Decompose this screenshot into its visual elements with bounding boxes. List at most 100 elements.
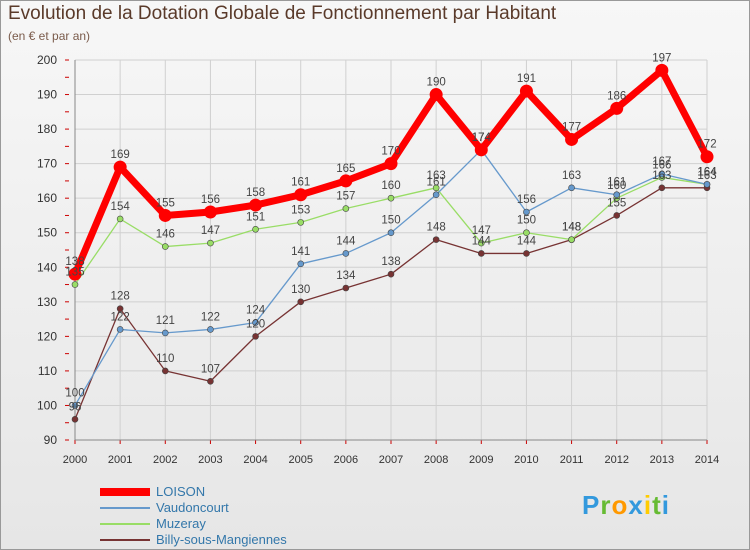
logo-letter: P xyxy=(582,490,601,520)
data-point xyxy=(523,250,530,257)
data-label: 190 xyxy=(427,77,446,89)
data-label: 135 xyxy=(65,267,84,279)
data-label: 110 xyxy=(156,353,174,365)
legend-item: Billy-sous-Mangiennes xyxy=(100,532,420,548)
data-point xyxy=(68,267,82,281)
legend-label: Billy-sous-Mangiennes xyxy=(156,532,287,547)
data-point xyxy=(161,243,169,250)
chart-subtitle: (en € et par an) xyxy=(8,29,91,43)
data-point xyxy=(203,205,217,219)
x-tick-label: 2004 xyxy=(243,454,267,466)
data-label: 163 xyxy=(652,170,671,182)
x-tick-label: 2005 xyxy=(288,454,312,466)
data-point xyxy=(249,198,263,212)
data-label: 120 xyxy=(246,318,265,330)
data-point xyxy=(71,281,79,288)
data-point xyxy=(565,132,579,146)
legend-swatch xyxy=(100,507,150,509)
data-label: 163 xyxy=(562,170,581,182)
data-point xyxy=(432,236,440,243)
data-point xyxy=(161,367,169,375)
data-label: 100 xyxy=(65,387,84,399)
y-tick-label: 90 xyxy=(44,433,58,447)
data-point xyxy=(613,191,621,199)
data-point xyxy=(342,250,350,257)
x-tick-label: 2012 xyxy=(604,454,628,466)
data-label: 148 xyxy=(427,222,446,234)
data-point xyxy=(116,305,124,313)
data-label: 134 xyxy=(336,270,356,282)
legend-swatch xyxy=(100,523,150,525)
data-label: 128 xyxy=(111,291,130,303)
data-point xyxy=(387,194,395,202)
x-tick-label: 2000 xyxy=(63,454,87,466)
data-label: 161 xyxy=(427,177,446,189)
data-point xyxy=(610,101,624,115)
data-label: 150 xyxy=(517,215,536,227)
data-label: 146 xyxy=(156,229,175,241)
legend-swatch xyxy=(100,539,150,541)
data-point xyxy=(297,298,305,306)
data-point xyxy=(568,184,575,192)
data-label: 154 xyxy=(111,201,131,213)
x-tick-label: 2014 xyxy=(695,454,719,466)
chart-title: Evolution de la Dotation Globale de Fonc… xyxy=(8,3,557,24)
data-point xyxy=(252,333,259,340)
data-label: 197 xyxy=(652,52,671,64)
data-label: 151 xyxy=(246,211,265,223)
data-label: 144 xyxy=(336,235,356,247)
data-point xyxy=(342,284,350,292)
data-point xyxy=(477,250,485,257)
data-point xyxy=(116,215,124,223)
data-point xyxy=(161,329,169,337)
data-label: 141 xyxy=(291,246,310,258)
data-label: 121 xyxy=(156,315,175,327)
data-point xyxy=(342,205,350,212)
x-tick-label: 2011 xyxy=(560,454,584,466)
legend-item: LOISON xyxy=(100,484,420,500)
data-point xyxy=(387,229,395,237)
data-point xyxy=(523,208,530,216)
data-point xyxy=(297,219,305,226)
data-label: 122 xyxy=(111,311,130,323)
data-label: 147 xyxy=(201,225,220,237)
data-point xyxy=(297,260,305,268)
data-label: 170 xyxy=(381,146,400,158)
y-tick-label: 160 xyxy=(37,191,57,205)
data-label: 148 xyxy=(562,222,581,234)
data-label: 158 xyxy=(246,187,265,199)
data-label: 150 xyxy=(381,215,400,227)
data-label: 155 xyxy=(156,197,175,209)
logo-letter: o xyxy=(611,490,629,520)
data-point xyxy=(432,184,440,192)
data-point xyxy=(658,184,666,192)
logo-letter: r xyxy=(600,490,612,520)
y-tick-label: 190 xyxy=(37,88,57,102)
data-label: 148 xyxy=(562,222,581,234)
data-label: 138 xyxy=(65,256,84,268)
logo-letter: i xyxy=(661,490,670,520)
legend-label: LOISON xyxy=(156,484,206,499)
data-label: 191 xyxy=(517,73,536,85)
data-label: 172 xyxy=(697,139,716,151)
x-tick-label: 2009 xyxy=(469,454,493,466)
data-label: 124 xyxy=(246,305,266,317)
data-label: 122 xyxy=(201,311,220,323)
data-label: 163 xyxy=(427,170,446,182)
data-point xyxy=(71,415,79,423)
data-label: 155 xyxy=(607,197,626,209)
data-label: 169 xyxy=(111,149,130,161)
legend-item: Vaudoncourt xyxy=(100,500,420,516)
data-label: 156 xyxy=(517,194,536,206)
data-label: 161 xyxy=(607,177,626,189)
logo-letter: x xyxy=(628,490,644,520)
data-point xyxy=(71,402,79,409)
data-label: 174 xyxy=(472,132,492,144)
data-point xyxy=(207,326,214,333)
data-point xyxy=(207,239,214,247)
data-point xyxy=(519,84,533,98)
data-label: 174 xyxy=(472,132,492,144)
proxiti-logo: Proxiti xyxy=(582,490,670,521)
data-label: 160 xyxy=(607,180,626,192)
